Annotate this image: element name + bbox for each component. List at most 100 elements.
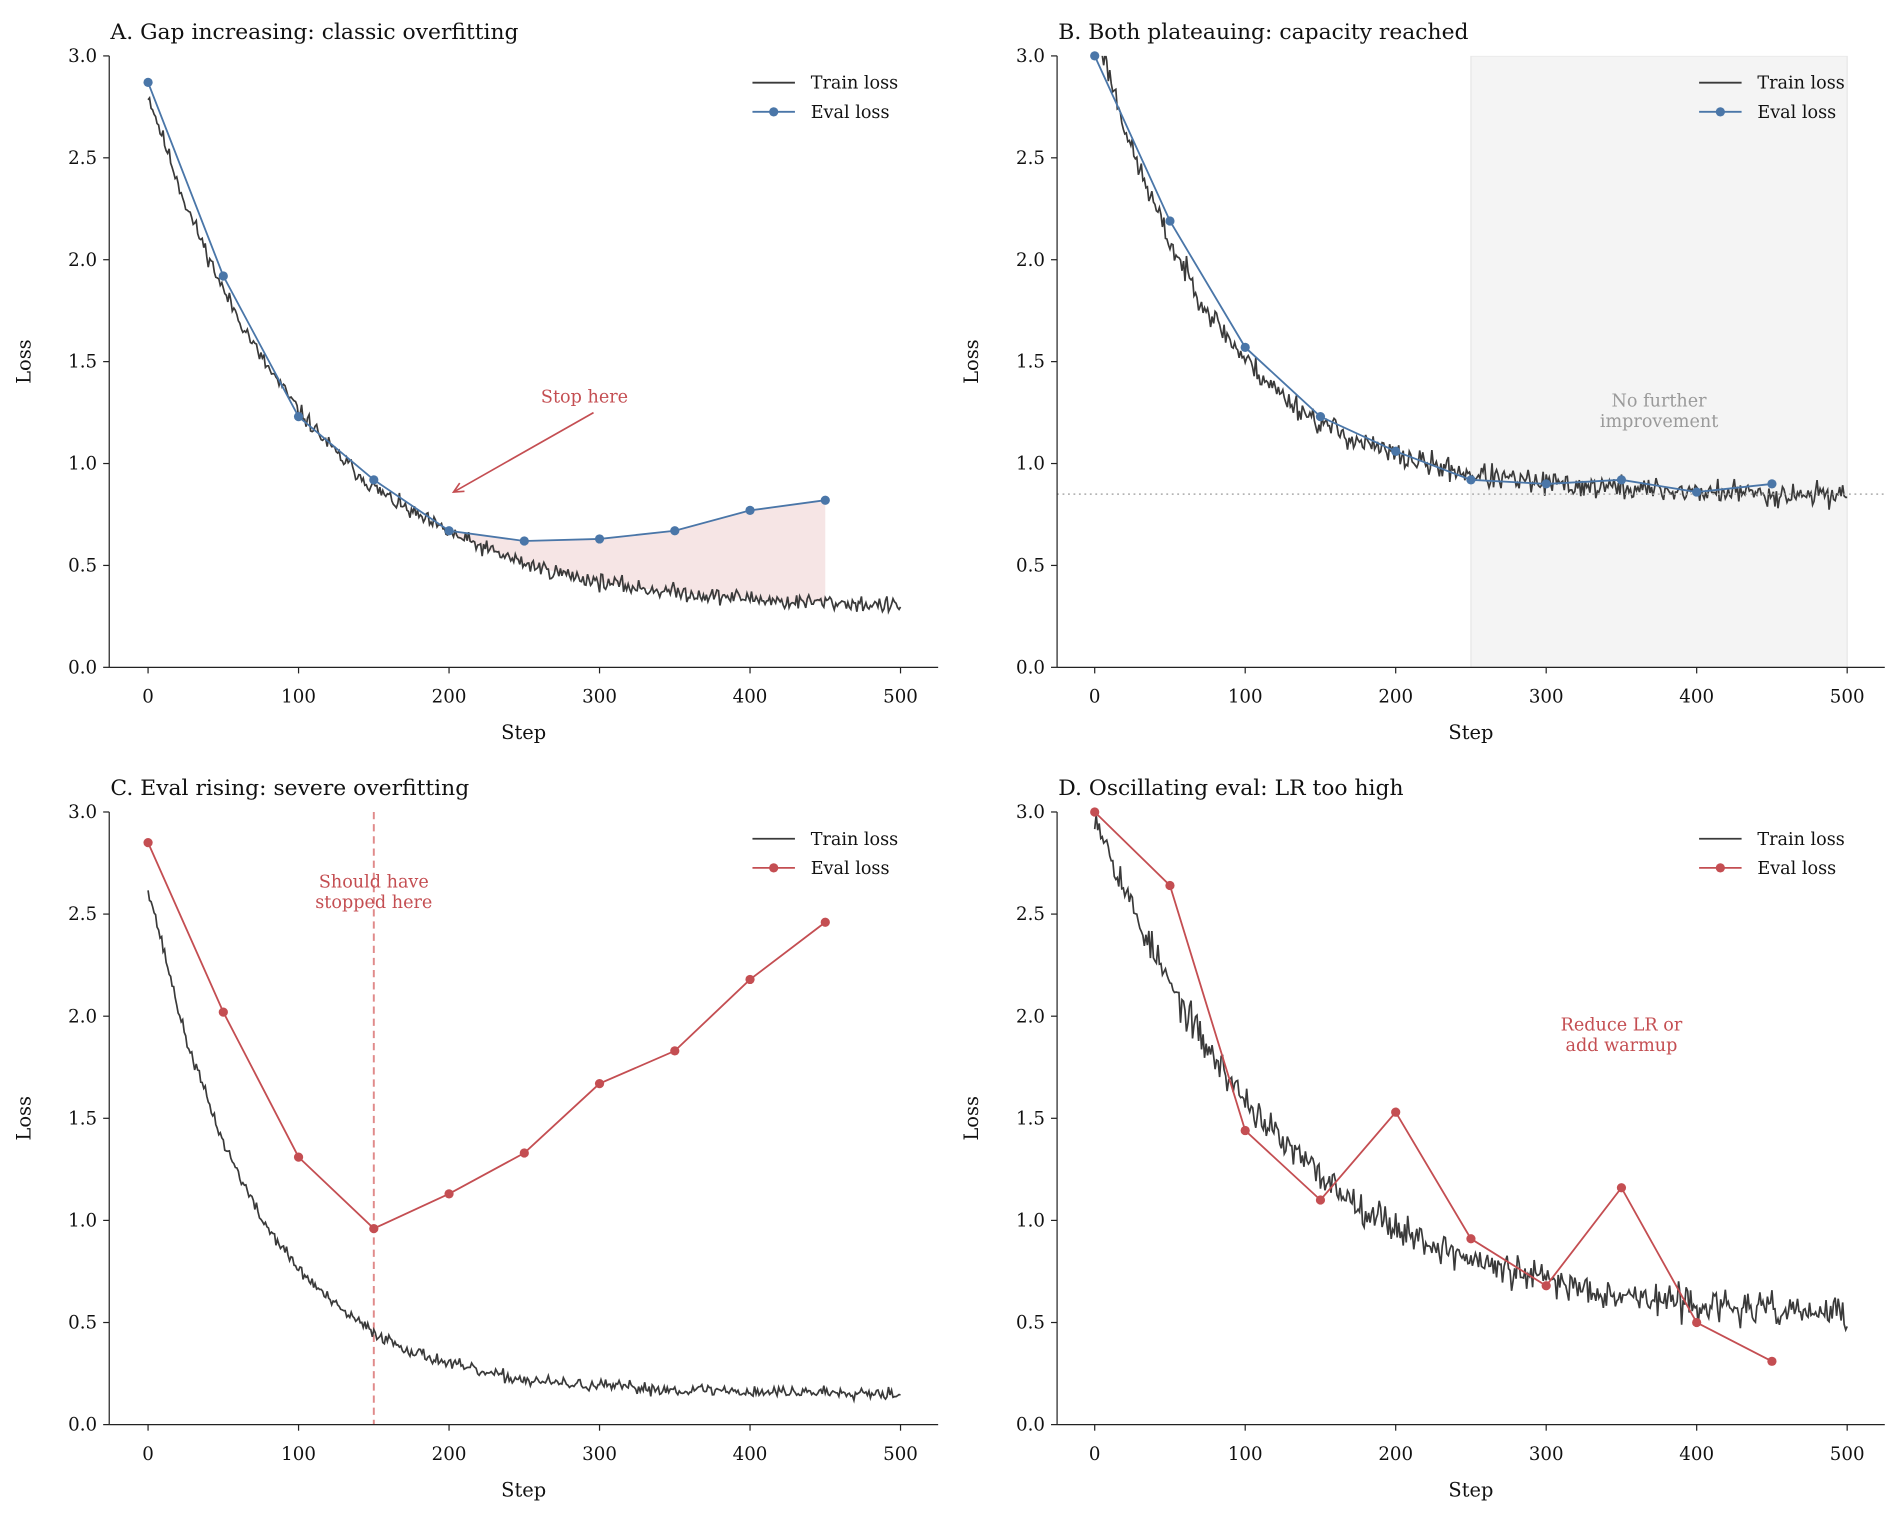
y-axis-label: Loss	[12, 1096, 35, 1141]
x-tick-label: 300	[582, 687, 617, 708]
eval-loss-point	[1692, 487, 1702, 497]
y-tick-label: 2.5	[1016, 148, 1045, 169]
x-tick-label: 300	[1529, 687, 1564, 708]
panel-d: 0 100 200 300 400 500 0.0 0.5 1.0 1.5 2.0 2.5 3.0 Ste…	[960, 776, 1885, 1501]
eval-loss-point	[670, 1046, 680, 1056]
y-axis-label: Loss	[960, 1096, 983, 1141]
y-tick-label: 1.5	[1016, 1108, 1045, 1129]
x-axis-label: Step	[1448, 1478, 1493, 1501]
eval-loss-point	[143, 837, 153, 848]
legend-eval-label: Eval loss	[811, 103, 890, 123]
plot-area	[1101, 55, 1848, 668]
x-axis-label: Step	[501, 721, 546, 744]
eval-loss-point	[594, 1078, 605, 1089]
y-axis-label: Loss	[12, 339, 35, 384]
eval-loss-point	[1165, 880, 1175, 891]
x-tick-label: 100	[281, 1444, 316, 1465]
x-tick-label: 500	[883, 687, 918, 708]
x-tick-label: 0	[142, 687, 154, 708]
plot-area	[147, 95, 902, 615]
y-tick-label: 2.0	[68, 1006, 97, 1027]
eval-loss-point	[1240, 1125, 1250, 1136]
y-tick-label: 3.0	[68, 802, 97, 823]
eval-loss-point	[745, 974, 755, 985]
x-axis-label: Step	[501, 1478, 546, 1501]
x-tick-label: 500	[1830, 687, 1865, 708]
y-tick-label: 1.5	[68, 352, 97, 373]
x-tick-label: 0	[1089, 687, 1101, 708]
x-tick-label: 0	[1089, 1444, 1101, 1465]
legend-train-label: Train loss	[1757, 74, 1844, 94]
train-loss-line	[147, 890, 901, 1404]
x-tick-label: 400	[733, 687, 768, 708]
eval-loss-point	[519, 536, 529, 546]
x-tick-label: 100	[1228, 1444, 1263, 1465]
eval-loss-point	[218, 1007, 228, 1017]
y-tick-label: 1.0	[1016, 1210, 1045, 1231]
y-tick-label: 2.5	[1016, 904, 1045, 925]
eval-loss-point	[1391, 1107, 1401, 1117]
y-axis-label: Loss	[960, 339, 983, 384]
x-tick-label: 100	[1228, 687, 1263, 708]
eval-loss-point	[820, 495, 830, 505]
train-loss-line	[147, 95, 902, 615]
legend-eval-label: Eval loss	[1757, 859, 1836, 879]
arrow-head-icon	[451, 482, 465, 494]
annotation-text: add warmup	[1566, 1036, 1678, 1056]
eval-loss-point	[444, 1189, 454, 1199]
annotation-text: No further	[1612, 391, 1708, 411]
eval-loss-point	[820, 917, 830, 927]
panel-c: 0 100 200 300 400 500 0.0 0.5 1.0 1.5 2.0 2.5 3.0 Ste…	[12, 776, 939, 1501]
y-tick-label: 0.5	[68, 555, 97, 576]
eval-loss-point	[745, 505, 755, 516]
eval-loss-point	[1466, 1234, 1476, 1244]
panel-title: A. Gap increasing: classic overfitting	[109, 20, 518, 45]
x-tick-label: 200	[1378, 687, 1413, 708]
eval-loss-point	[1315, 1195, 1326, 1205]
legend-eval-marker	[1715, 863, 1725, 873]
y-tick-label: 0.0	[1016, 1415, 1045, 1436]
eval-loss-point	[1391, 446, 1401, 456]
x-tick-label: 300	[1529, 1444, 1564, 1465]
y-tick-label: 2.5	[68, 148, 97, 169]
y-tick-label: 0.0	[68, 1415, 97, 1436]
legend-eval-marker	[769, 863, 779, 873]
legend-train-label: Train loss	[1757, 830, 1844, 850]
x-tick-label: 0	[142, 1444, 154, 1465]
y-tick-label: 2.0	[68, 250, 97, 271]
x-tick-label: 100	[281, 687, 316, 708]
eval-loss-line	[147, 82, 826, 542]
annotation-text: Stop here	[541, 387, 628, 407]
eval-loss-point	[1466, 475, 1476, 485]
eval-loss-point	[1767, 479, 1777, 489]
y-tick-label: 0.0	[68, 657, 97, 678]
eval-loss-point	[1541, 1281, 1551, 1291]
eval-loss-point	[1090, 51, 1100, 61]
legend-eval-label: Eval loss	[811, 859, 890, 879]
annotation-text: Reduce LR or	[1561, 1015, 1683, 1035]
eval-loss-point	[1767, 1356, 1777, 1366]
eval-loss-line	[1093, 55, 1773, 493]
x-tick-label: 200	[432, 1444, 467, 1465]
eval-loss-point	[1616, 1183, 1627, 1193]
eval-loss-point	[143, 77, 153, 88]
eval-loss-point	[1165, 216, 1175, 226]
annotation-arrow	[453, 411, 594, 493]
gap-fill	[449, 500, 826, 603]
eval-loss-point	[218, 271, 228, 281]
train-loss-line	[1093, 814, 1848, 1333]
eval-loss-point	[293, 412, 304, 422]
annotation-text: Should have	[319, 873, 429, 893]
eval-loss-point	[1616, 475, 1627, 485]
y-tick-label: 1.0	[68, 454, 97, 475]
x-tick-label: 400	[1679, 687, 1714, 708]
y-tick-label: 2.0	[1016, 250, 1045, 271]
eval-loss-point	[1090, 807, 1100, 817]
y-tick-label: 2.0	[1016, 1006, 1045, 1027]
legend-eval-marker	[769, 107, 779, 117]
y-tick-label: 2.5	[68, 904, 97, 925]
x-tick-label: 300	[582, 1444, 617, 1465]
legend-eval-label: Eval loss	[1757, 103, 1836, 123]
y-tick-label: 1.5	[1016, 352, 1045, 373]
y-tick-label: 0.5	[68, 1313, 97, 1334]
